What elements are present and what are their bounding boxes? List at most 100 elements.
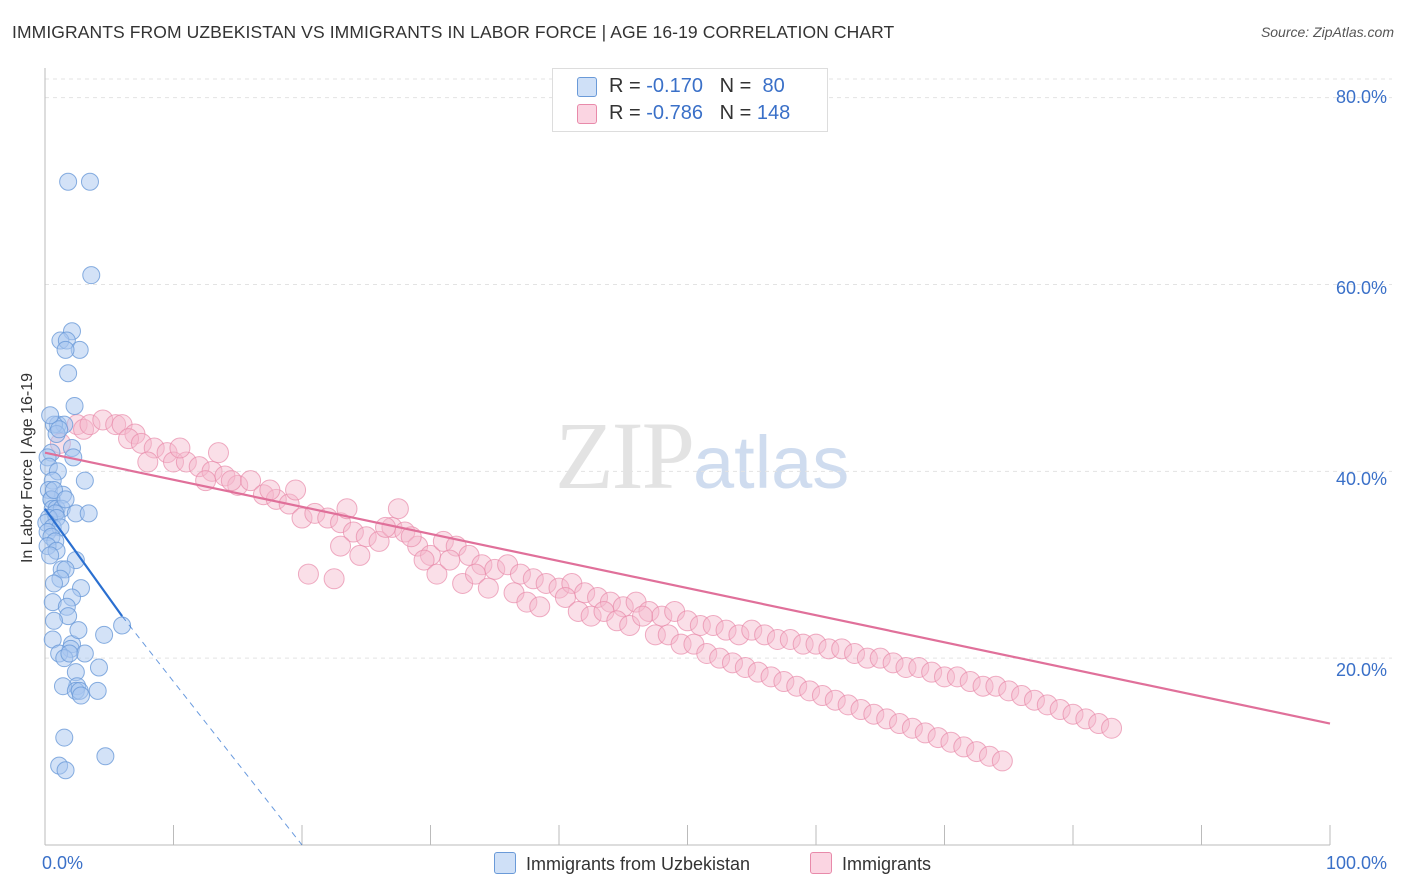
point-immigrants-79	[908, 657, 930, 679]
point-immigrants-90	[1049, 699, 1071, 721]
point-immigrants-78	[895, 657, 917, 679]
point-immigrants-97	[330, 535, 352, 557]
point-uzbekistan-0	[59, 172, 78, 191]
watermark-zip: ZIP	[555, 402, 695, 509]
point-immigrants-80	[921, 661, 943, 683]
point-immigrants-81	[934, 666, 955, 688]
point-uzbekistan-51	[44, 611, 63, 630]
point-immigrants-88	[1023, 689, 1045, 711]
point-immigrants-143	[978, 745, 1000, 767]
point-immigrants-28	[285, 479, 307, 501]
point-immigrants-138	[914, 722, 936, 744]
point-immigrants-132	[837, 694, 859, 716]
point-immigrants-74	[844, 643, 866, 664]
point-uzbekistan-45	[44, 574, 63, 593]
point-uzbekistan-79	[60, 644, 79, 663]
point-immigrants-112	[580, 605, 602, 627]
point-immigrants-136	[889, 713, 911, 735]
bottom-legend-swatch-blue	[494, 852, 516, 874]
point-immigrants-93	[1088, 713, 1110, 735]
point-immigrants-106	[477, 577, 499, 599]
point-immigrants-9	[130, 432, 152, 454]
point-immigrants-105	[464, 563, 486, 585]
point-immigrants-86	[998, 680, 1020, 702]
point-immigrants-19	[169, 437, 191, 459]
point-immigrants-59	[651, 605, 673, 627]
trendline-immigrants	[44, 451, 1331, 725]
legend-text-uzbekistan: R = -0.170 N = 80	[609, 75, 785, 97]
point-immigrants-48	[509, 563, 531, 585]
point-uzbekistan-2	[82, 266, 101, 285]
point-immigrants-70	[792, 633, 814, 655]
point-uzbekistan-76	[56, 490, 75, 509]
point-uzbekistan-30	[79, 504, 98, 523]
point-immigrants-87	[1011, 685, 1033, 707]
point-immigrants-95	[297, 563, 319, 585]
point-immigrants-35	[368, 530, 390, 552]
point-immigrants-36	[336, 498, 358, 520]
point-immigrants-142	[966, 741, 988, 763]
watermark: ZIPatlas	[555, 400, 849, 511]
point-immigrants-67	[754, 624, 776, 646]
point-immigrants-102	[426, 563, 448, 585]
point-immigrants-27	[259, 479, 281, 501]
point-immigrants-77	[882, 652, 904, 674]
point-immigrants-65	[728, 624, 750, 646]
point-immigrants-8	[118, 428, 140, 450]
point-immigrants-144	[991, 750, 1013, 772]
point-immigrants-61	[677, 610, 698, 632]
point-immigrants-83	[959, 671, 981, 693]
trendline-uzbekistan	[44, 508, 123, 617]
point-uzbekistan-1	[80, 172, 99, 191]
source-label: Source: ZipAtlas.com	[1260, 24, 1394, 40]
point-immigrants-50	[535, 572, 557, 594]
point-uzbekistan-67	[71, 686, 90, 705]
point-immigrants-96	[323, 568, 345, 590]
point-uzbekistan-53	[95, 625, 114, 644]
point-immigrants-49	[522, 568, 544, 590]
point-uzbekistan-57	[75, 644, 94, 663]
point-immigrants-23	[240, 470, 262, 492]
point-immigrants-62	[689, 614, 711, 636]
legend-swatch-blue	[577, 77, 597, 97]
bottom-legend-swatch-pink	[810, 852, 832, 874]
point-immigrants-125	[747, 661, 769, 683]
point-immigrants-129	[799, 680, 821, 702]
y-tick-label-20: 20.0%	[1336, 660, 1388, 680]
point-immigrants-121	[696, 643, 718, 664]
trendline-uzbekistan-extension	[121, 615, 303, 846]
point-immigrants-98	[349, 544, 371, 566]
point-immigrants-85	[985, 675, 1007, 697]
x-tick-label-max: 100.0%	[1326, 853, 1388, 873]
point-immigrants-66	[741, 619, 763, 641]
bottom-legend-uzbekistan: Immigrants from Uzbekistan	[494, 852, 750, 875]
point-immigrants-116	[632, 605, 654, 627]
point-immigrants-101	[413, 549, 435, 571]
point-immigrants-75	[856, 647, 878, 669]
point-immigrants-111	[567, 600, 589, 622]
point-immigrants-127	[773, 671, 795, 693]
correlation-legend: R = -0.170 N = 80 R = -0.786 N = 148	[552, 68, 828, 132]
y-tick-label-40: 40.0%	[1336, 469, 1388, 489]
point-immigrants-140	[940, 731, 962, 753]
point-immigrants-68	[766, 628, 788, 650]
watermark-atlas: atlas	[693, 421, 850, 504]
x-tick-label-min: 0.0%	[42, 853, 84, 873]
point-immigrants-117	[644, 624, 666, 646]
point-immigrants-137	[901, 717, 923, 739]
point-immigrants-133	[850, 699, 872, 721]
point-immigrants-13	[175, 451, 197, 473]
point-immigrants-14	[188, 456, 210, 478]
point-immigrants-126	[760, 666, 782, 688]
point-immigrants-99	[375, 516, 397, 538]
point-immigrants-124	[734, 657, 756, 679]
point-uzbekistan-74	[41, 406, 60, 425]
point-uzbekistan-73	[50, 420, 69, 439]
bottom-legend-immigrants: Immigrants	[810, 852, 931, 875]
point-uzbekistan-78	[69, 621, 88, 640]
chart-title: IMMIGRANTS FROM UZBEKISTAN VS IMMIGRANTS…	[12, 22, 895, 42]
bottom-legend-label-immigrants: Immigrants	[842, 854, 932, 874]
point-immigrants-20	[137, 451, 159, 473]
point-immigrants-84	[972, 675, 994, 697]
